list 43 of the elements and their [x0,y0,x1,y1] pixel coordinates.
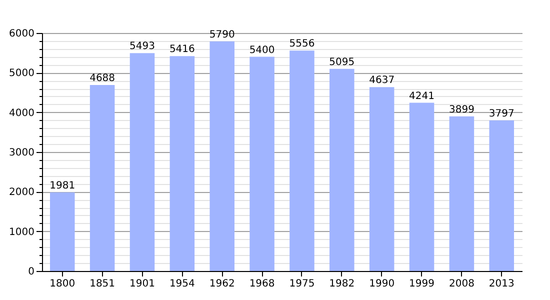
data-label: 3899 [448,104,474,116]
bar [369,87,394,271]
data-label: 4241 [409,90,434,102]
bar [290,50,314,271]
y-tick-label: 5000 [9,68,34,80]
x-tick-label: 1968 [249,278,275,290]
data-label: 5400 [249,44,275,56]
x-tick-label: 1851 [90,278,116,290]
bar [449,116,474,271]
data-label: 5095 [329,56,355,68]
data-label: 5416 [169,44,195,56]
bar [130,53,155,271]
bar [50,192,75,271]
bar [330,68,354,271]
y-tick-label: 1000 [9,226,34,238]
y-tick-label: 6000 [9,28,34,40]
y-tick-label: 4000 [9,108,34,119]
x-tick-label: 1999 [409,278,434,290]
bar [489,120,514,271]
x-tick-label: 1990 [369,278,395,290]
bar [90,85,115,271]
y-tick-label: 0 [28,266,34,278]
x-tick-label: 1975 [289,278,315,290]
x-tick-label: 1901 [130,278,155,290]
bar [409,102,434,271]
data-label: 5556 [289,38,315,50]
data-label: 5493 [130,41,155,52]
data-label: 1981 [50,180,76,192]
x-tick-label: 2013 [488,278,514,290]
bar [210,41,234,271]
x-tick-label: 1800 [50,278,76,290]
x-tick-label: 1982 [329,278,355,290]
x-tick-label: 1954 [169,278,195,290]
bar [250,56,274,271]
x-tick-label: 2008 [448,278,474,290]
y-tick-label: 2000 [9,187,34,198]
y-tick-label: 3000 [9,148,34,158]
bar [170,56,195,271]
data-label: 4688 [90,73,116,84]
data-label: 4637 [369,75,395,86]
x-tick-label: 1962 [209,278,235,290]
data-label: 5790 [209,29,235,40]
data-label: 3797 [488,108,514,120]
